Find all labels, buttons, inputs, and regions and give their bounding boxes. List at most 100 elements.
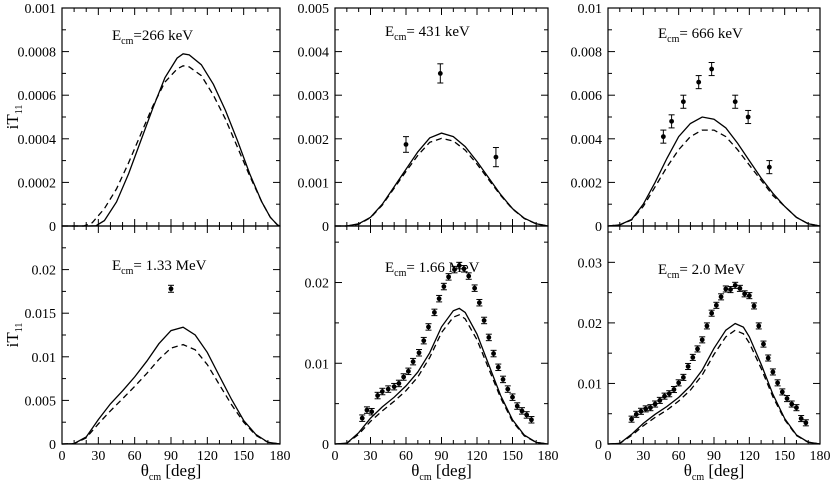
data-marker	[789, 401, 795, 407]
y-tick-label: 0.001	[298, 176, 330, 191]
y-tick-label: 0	[322, 438, 329, 453]
data-point	[523, 411, 530, 419]
data-marker	[766, 164, 772, 170]
data-point	[359, 414, 366, 422]
data-point	[368, 407, 375, 416]
data-marker	[629, 416, 634, 422]
data-marker	[648, 405, 653, 411]
energy-label-subscript: cm	[667, 270, 679, 281]
data-marker	[709, 310, 715, 316]
data-point	[755, 322, 762, 330]
energy-label-subscript: cm	[121, 266, 133, 277]
data-marker	[364, 407, 370, 413]
data-point	[680, 94, 687, 109]
y-axis-title-subscript: 11	[14, 323, 25, 333]
y-tick-label: 0.002	[298, 133, 330, 148]
series-dashed-line	[62, 65, 281, 227]
series-solid-line	[334, 307, 549, 445]
y-tick-label: 0.02	[578, 317, 603, 332]
x-axis-title: θcm [deg]	[684, 461, 745, 483]
data-point	[514, 402, 521, 410]
data-marker	[728, 287, 733, 292]
data-marker	[671, 387, 677, 392]
panel-3: 0 0.002 0.004 0.006 0.008 0.01 Ecm= 666 keV	[571, 2, 821, 235]
y-tick-label: 0.0002	[18, 176, 57, 191]
data-marker	[775, 380, 780, 386]
data-point	[685, 362, 692, 371]
data-point	[751, 302, 758, 310]
data-marker	[410, 359, 416, 365]
energy-label-subscript: cm	[394, 268, 406, 279]
energy-label: Ecm= 1.66 MeV	[385, 260, 480, 279]
data-point	[637, 407, 644, 415]
data-point	[708, 62, 715, 77]
data-marker	[737, 285, 743, 291]
data-marker	[446, 274, 451, 280]
energy-label: Ecm= 2.0 MeV	[658, 262, 745, 281]
data-marker	[500, 377, 506, 382]
data-marker	[638, 408, 644, 414]
x-tick-label: 0	[59, 449, 66, 464]
data-marker	[405, 368, 411, 374]
data-marker	[519, 408, 525, 414]
data-point	[793, 404, 800, 412]
data-point	[509, 393, 516, 401]
energy-label-value: = 1.66 MeV	[406, 260, 479, 276]
data-point	[633, 410, 640, 418]
x-tick-label: 0	[332, 449, 339, 464]
energy-label-symbol: E	[112, 28, 121, 44]
data-marker	[676, 380, 682, 386]
data-point	[680, 373, 687, 381]
y-tick-label: 0.002	[571, 176, 603, 191]
x-tick-label: 150	[502, 449, 523, 464]
data-marker	[779, 389, 785, 395]
data-point	[395, 379, 402, 388]
x-tick-label: 150	[774, 449, 795, 464]
data-marker	[396, 381, 402, 386]
data-point	[722, 285, 729, 293]
data-point	[437, 63, 444, 84]
y-tick-label: 0.0008	[18, 46, 57, 61]
y-tick-label: 0.005	[298, 2, 330, 17]
data-point	[403, 136, 409, 153]
panel-2: 0 0.001 0.002 0.003 0.004 0.005 Ecm= 431 keV	[298, 2, 549, 235]
data-point	[460, 265, 467, 273]
data-marker	[379, 389, 385, 394]
energy-label-value: = 431 keV	[406, 24, 470, 40]
energy-label-value: =266 keV	[133, 28, 193, 44]
data-marker	[794, 405, 799, 411]
data-marker	[652, 401, 658, 407]
data-marker	[696, 79, 702, 85]
data-marker	[493, 154, 499, 160]
data-point	[410, 357, 417, 366]
y-axis-title-main: iT	[3, 332, 22, 348]
x-axis-title-subscript: cm	[149, 472, 161, 483]
plot-frame	[334, 7, 549, 227]
data-point	[405, 367, 412, 376]
data-marker	[756, 323, 762, 329]
data-point	[379, 387, 386, 396]
data-marker	[723, 286, 729, 292]
energy-label: Ecm= 431 keV	[385, 24, 470, 43]
y-tick-label: 0.02	[32, 264, 57, 279]
x-axis-title-subscript: cm	[692, 472, 704, 483]
x-axis-title-unit: [deg]	[161, 461, 201, 480]
data-marker	[699, 337, 705, 343]
data-marker	[798, 416, 804, 421]
y-tick-label: 0.0006	[18, 89, 57, 104]
data-point	[518, 407, 525, 415]
data-marker	[633, 411, 639, 417]
data-point	[727, 286, 734, 294]
data-point	[746, 292, 753, 300]
y-tick-label: 0.003	[298, 89, 330, 104]
x-axis-title-subscript: cm	[419, 472, 431, 483]
data-point	[492, 147, 499, 168]
data-point	[769, 368, 776, 376]
data-marker	[359, 415, 365, 421]
series-solid-line	[607, 116, 821, 227]
data-point	[732, 94, 739, 109]
data-marker	[745, 114, 751, 120]
energy-label-symbol: E	[658, 262, 667, 278]
